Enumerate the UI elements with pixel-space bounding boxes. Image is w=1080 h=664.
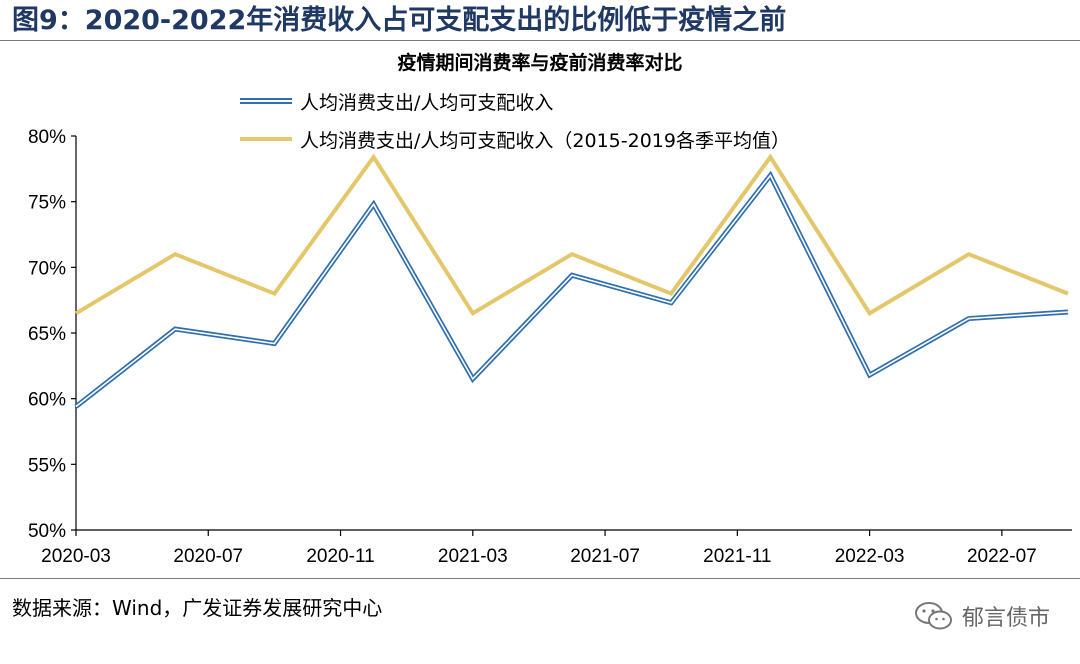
- legend-label-average: 人均消费支出/人均可支配收入（2015-2019各季平均值）: [300, 129, 790, 152]
- legend-swatch-gold: [240, 137, 292, 141]
- figure-title: 图9：2020-2022年消费收入占可支配支出的比例低于疫情之前: [12, 5, 787, 36]
- source-note: 数据来源：Wind，广发证券发展研究中心: [12, 596, 383, 620]
- wechat-icon: [914, 602, 952, 630]
- legend-label-actual: 人均消费支出/人均可支配收入: [300, 91, 554, 114]
- x-tick-label: 2022-07: [967, 546, 1037, 567]
- legend-swatch-blue: [240, 98, 292, 104]
- y-tick-label: 60%: [28, 390, 66, 411]
- series-average-line: [74, 153, 1069, 317]
- x-tick-label: 2020-03: [41, 546, 111, 567]
- x-tick-label: 2020-07: [173, 546, 243, 567]
- watermark: 郁言债市: [914, 600, 1050, 632]
- chart-title: 疫情期间消费率与疫前消费率对比: [397, 52, 683, 74]
- legend-item-actual: 人均消费支出/人均可支配收入: [240, 86, 790, 116]
- x-tick-label: 2022-03: [835, 546, 905, 567]
- y-tick-label: 50%: [28, 521, 66, 542]
- line-chart: 50% 55% 60% 65% 70% 75% 80% 2020-03 2020-07 2020-…: [28, 127, 1072, 567]
- watermark-text: 郁言债市: [961, 606, 1050, 631]
- legend-item-average: 人均消费支出/人均可支配收入（2015-2019各季平均值）: [240, 124, 790, 154]
- y-tick-label: 70%: [28, 258, 66, 279]
- x-tick-label: 2020-11: [306, 546, 374, 567]
- y-tick-label: 80%: [28, 127, 66, 148]
- y-tick-label: 55%: [28, 455, 66, 476]
- top-divider: [0, 40, 1080, 41]
- x-tick-label: 2021-07: [570, 546, 640, 567]
- series-actual-line-inner: [75, 173, 1069, 408]
- x-tick-label: 2021-03: [438, 546, 508, 567]
- bottom-divider: [0, 578, 1080, 579]
- x-tick-label: 2021-11: [703, 546, 771, 567]
- series-actual-line: [74, 170, 1069, 409]
- y-tick-label: 75%: [28, 193, 66, 214]
- legend: 人均消费支出/人均可支配收入 人均消费支出/人均可支配收入（2015-2019各…: [240, 86, 790, 162]
- y-tick-label: 65%: [28, 324, 66, 345]
